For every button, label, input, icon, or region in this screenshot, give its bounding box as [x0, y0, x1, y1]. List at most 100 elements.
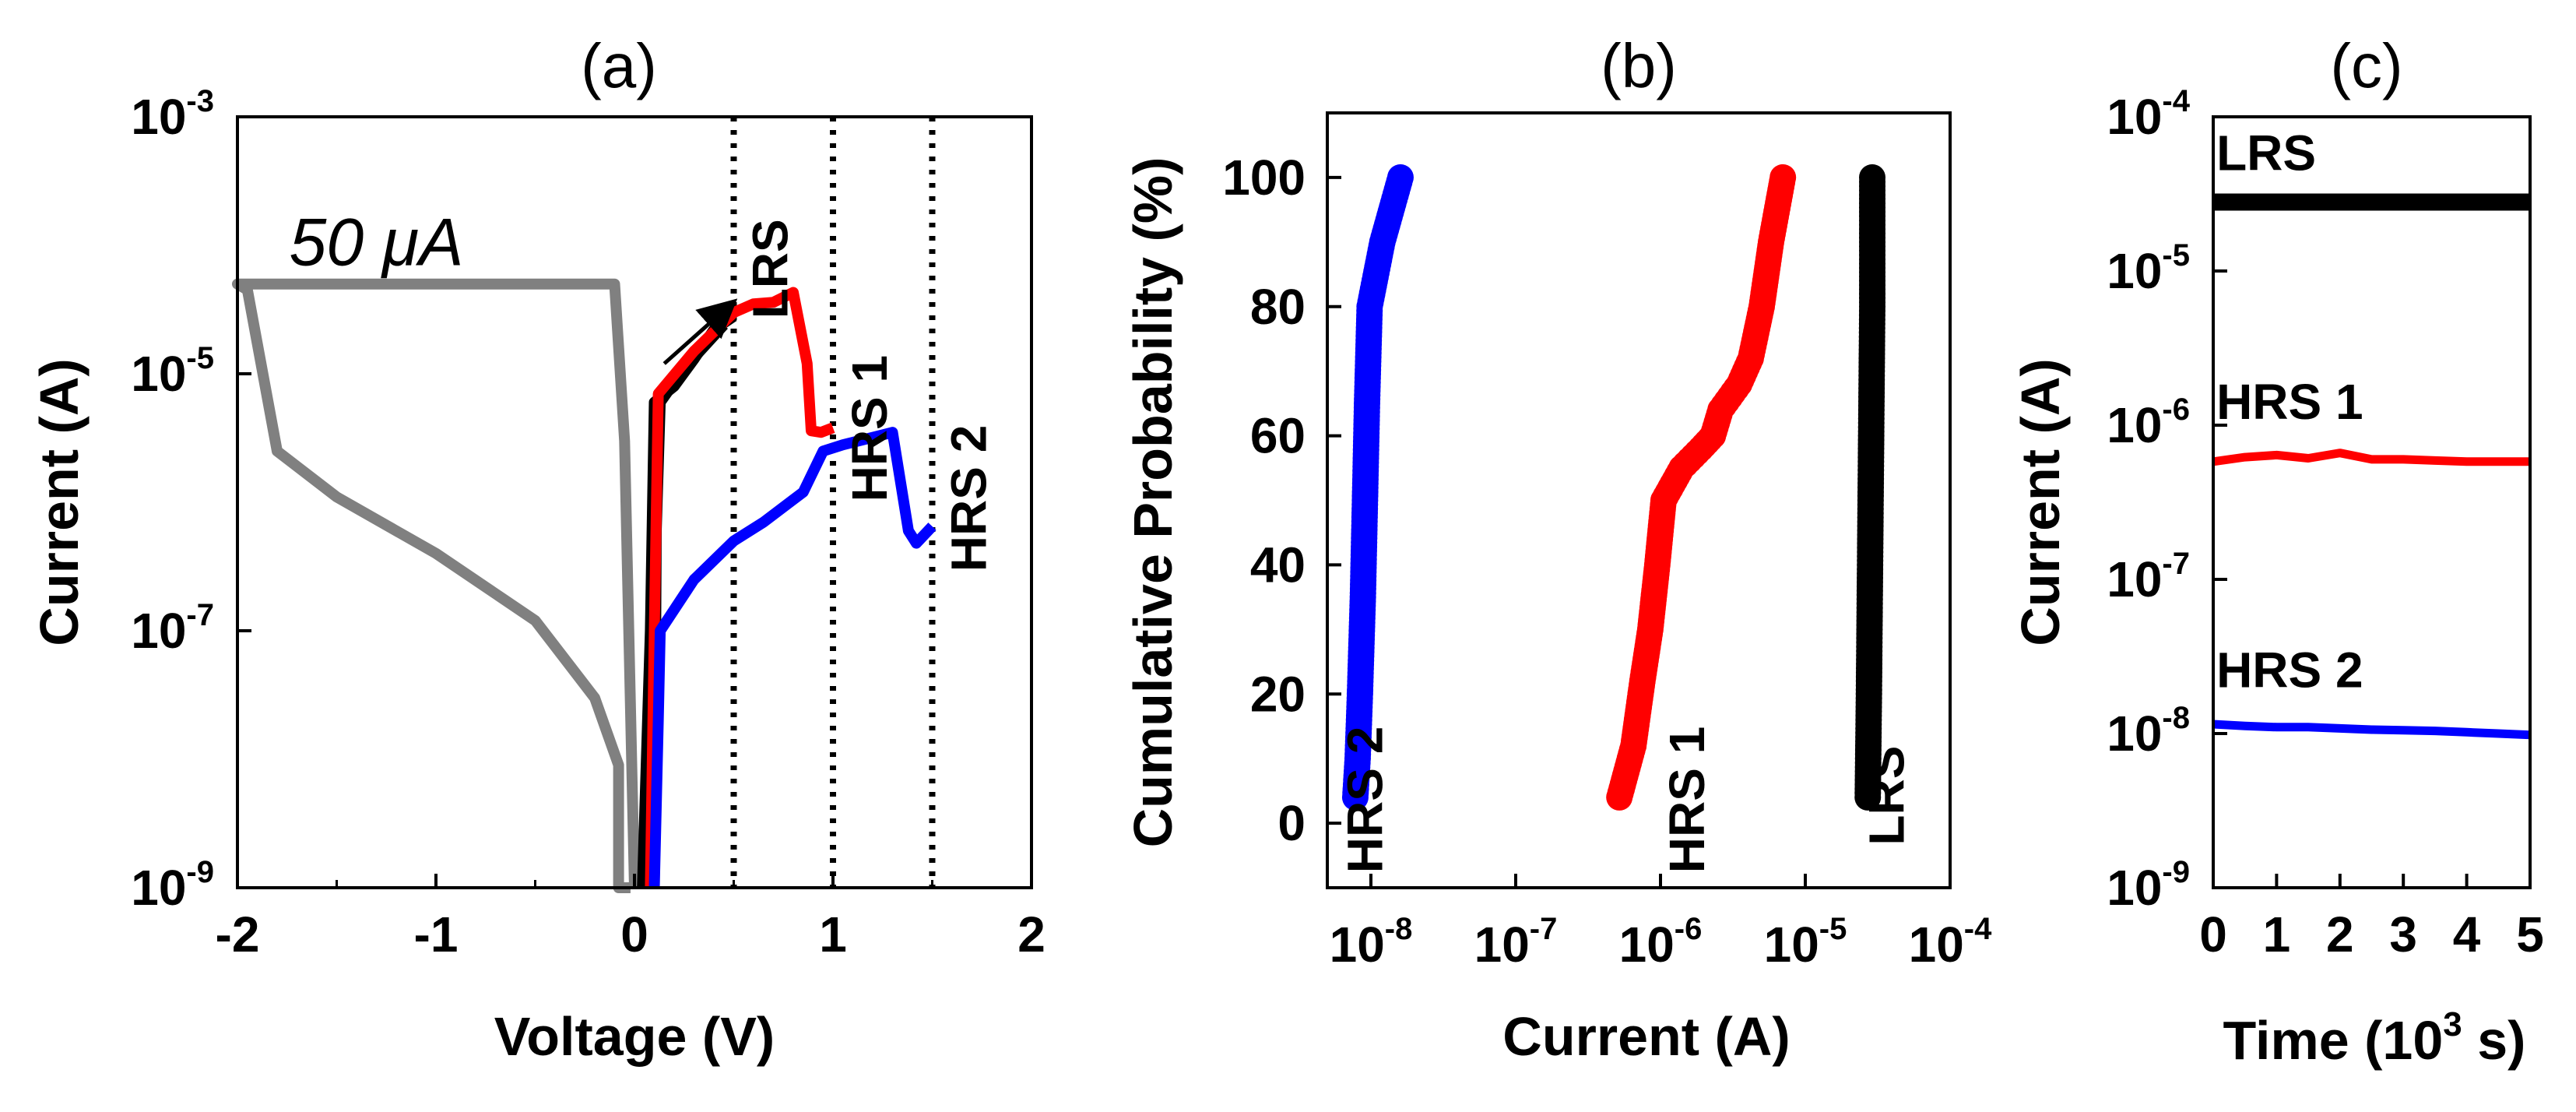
- y-tick-label-base: 10: [2107, 706, 2162, 762]
- y-tick-label: 10-4: [2107, 84, 2191, 145]
- series-hrs-2-line: [2212, 720, 2531, 740]
- y-tick-label: 0: [1277, 795, 1306, 851]
- y-tick-label: 10-8: [2107, 701, 2190, 762]
- x-tick-label-exp: -5: [1819, 912, 1847, 946]
- series-hrs-1: [1606, 164, 1797, 811]
- x-tick-label-base: 10: [1330, 917, 1385, 973]
- y-tick-label: 100: [1222, 150, 1306, 206]
- x-tick-label: 2: [1017, 906, 1046, 962]
- y-tick-label-base: 10: [131, 603, 186, 659]
- y-tick-label-exp: -3: [186, 84, 214, 118]
- x-tick-label-exp: -7: [1530, 912, 1558, 946]
- x-tick-label: 10-5: [1764, 912, 1847, 973]
- x-tick-label-base: 10: [1619, 917, 1675, 973]
- panel-b-label: (b): [1601, 31, 1677, 100]
- x-tick-label: 5: [2516, 906, 2544, 962]
- y-tick-label: 10-3: [131, 84, 214, 145]
- y-tick-label: 80: [1250, 279, 1306, 335]
- y-tick-label-base: 10: [131, 860, 186, 916]
- panel-c-xlabel-sup: 3: [2443, 1005, 2462, 1043]
- annotation-lrs: LRS: [1859, 746, 1915, 846]
- y-tick-label: 10-9: [2107, 855, 2190, 916]
- annotation-hrs-2: HRS 2: [940, 425, 996, 572]
- panel-c-label: (c): [2330, 31, 2402, 100]
- x-tick-label-base: 10: [1764, 917, 1819, 973]
- sweep-arrow: [662, 298, 738, 365]
- y-tick-label-base: 10: [2107, 551, 2162, 607]
- series-lrs: [1854, 164, 1886, 811]
- x-tick-label-base: 10: [1474, 917, 1530, 973]
- y-tick-label: 40: [1250, 537, 1306, 593]
- x-tick-label-exp: -6: [1675, 912, 1703, 946]
- data-point: [1859, 164, 1886, 191]
- x-tick-label: 1: [2263, 906, 2291, 962]
- panel-a-ylabel: Current (A): [29, 358, 90, 646]
- x-tick-label: 10-8: [1330, 912, 1413, 973]
- y-tick-label-base: 10: [131, 89, 186, 145]
- y-tick-label: 10-5: [2107, 238, 2190, 299]
- annotation-hrs-1: HRS 1: [842, 355, 898, 502]
- panel-c-annotations: LRS HRS 1 HRS 2: [2216, 125, 2363, 699]
- panel-c-xlabel-pre: Time (10: [2223, 1010, 2444, 1071]
- series-hrs-2-line: [648, 427, 937, 889]
- x-tick-label: 0: [2199, 906, 2227, 962]
- panel-c-xlabel-post: s): [2462, 1010, 2526, 1071]
- y-tick-label-base: 10: [2107, 89, 2162, 145]
- x-tick-label: 0: [620, 906, 648, 962]
- panel-a-vlines: [730, 117, 936, 888]
- y-tick-label-exp: -9: [2162, 855, 2190, 889]
- annotation-hrs-1: HRS 1: [1659, 727, 1715, 873]
- y-tick-label-exp: -7: [2162, 547, 2190, 581]
- panel-c: (c) 0 1 2 3 4 510-910-810-710-610-510-4 LRSHR…: [2010, 31, 2544, 1071]
- panel-a-series: [232, 278, 937, 893]
- series-hrs-2: [1341, 164, 1414, 811]
- x-tick-label: -2: [216, 906, 260, 962]
- series-hrs-1-line: [2212, 449, 2530, 466]
- y-tick-label-base: 10: [131, 346, 186, 402]
- y-tick-label-exp: -7: [186, 598, 214, 632]
- y-tick-label: 20: [1250, 666, 1306, 722]
- panel-c-xlabel: Time (103 s): [2223, 1005, 2526, 1071]
- x-tick-label: -1: [414, 906, 459, 962]
- y-tick-label: 10-9: [131, 855, 214, 916]
- panel-a-label: (a): [581, 31, 657, 100]
- y-tick-label: 10-5: [131, 341, 214, 402]
- panel-a: (a) -2 -1 0 1 210-910-710-510-3 50 μA LRSHRS …: [29, 31, 1046, 1067]
- annotation-lrs: LRS: [2216, 125, 2316, 181]
- panel-a-annotations: 50 μA LRS HRS 1 HRS 2: [289, 206, 996, 572]
- y-tick-label-exp: -9: [186, 855, 214, 889]
- panel-b-xlabel: Current (A): [1502, 1006, 1790, 1067]
- panel-c-ticks: 0 1 2 3 4 510-910-810-710-610-510-4: [2107, 84, 2544, 962]
- y-tick-label: 10-6: [2107, 392, 2190, 453]
- x-tick-label-exp: -4: [1964, 912, 1992, 946]
- x-tick-label: 1: [819, 906, 847, 962]
- panel-c-frame: [2212, 115, 2532, 889]
- panel-a-xlabel: Voltage (V): [494, 1006, 775, 1067]
- panel-b-ylabel: Cumulative Probability (%): [1123, 157, 1183, 848]
- x-tick-label: 2: [2326, 906, 2354, 962]
- x-tick-label-base: 10: [1909, 917, 1964, 973]
- panel-a-ticks: -2 -1 0 1 210-910-710-510-3: [131, 84, 1046, 962]
- panel-c-series: [2212, 193, 2531, 740]
- panel-b-series: [1341, 164, 1886, 811]
- y-tick-label: 10-7: [2107, 547, 2190, 607]
- y-tick-label-base: 10: [2107, 243, 2162, 299]
- y-tick-label-exp: -4: [2162, 84, 2190, 118]
- y-tick-label-exp: -8: [2162, 701, 2190, 735]
- x-tick-label: 10-6: [1619, 912, 1703, 973]
- x-tick-label: 4: [2453, 906, 2481, 962]
- y-tick-label: 10-7: [131, 598, 214, 659]
- x-tick-label: 10-4: [1909, 912, 1993, 973]
- y-tick-label-exp: -6: [2162, 392, 2190, 427]
- y-tick-label: 60: [1250, 408, 1306, 464]
- y-tick-label-exp: -5: [2162, 238, 2190, 273]
- annotation-hrs-2: HRS 2: [1337, 727, 1393, 873]
- y-tick-label-base: 10: [2107, 860, 2162, 916]
- series-hrs-1-line: [645, 287, 835, 889]
- x-tick-label: 3: [2389, 906, 2417, 962]
- y-tick-label-exp: -5: [186, 341, 214, 375]
- x-tick-label-exp: -8: [1385, 912, 1413, 946]
